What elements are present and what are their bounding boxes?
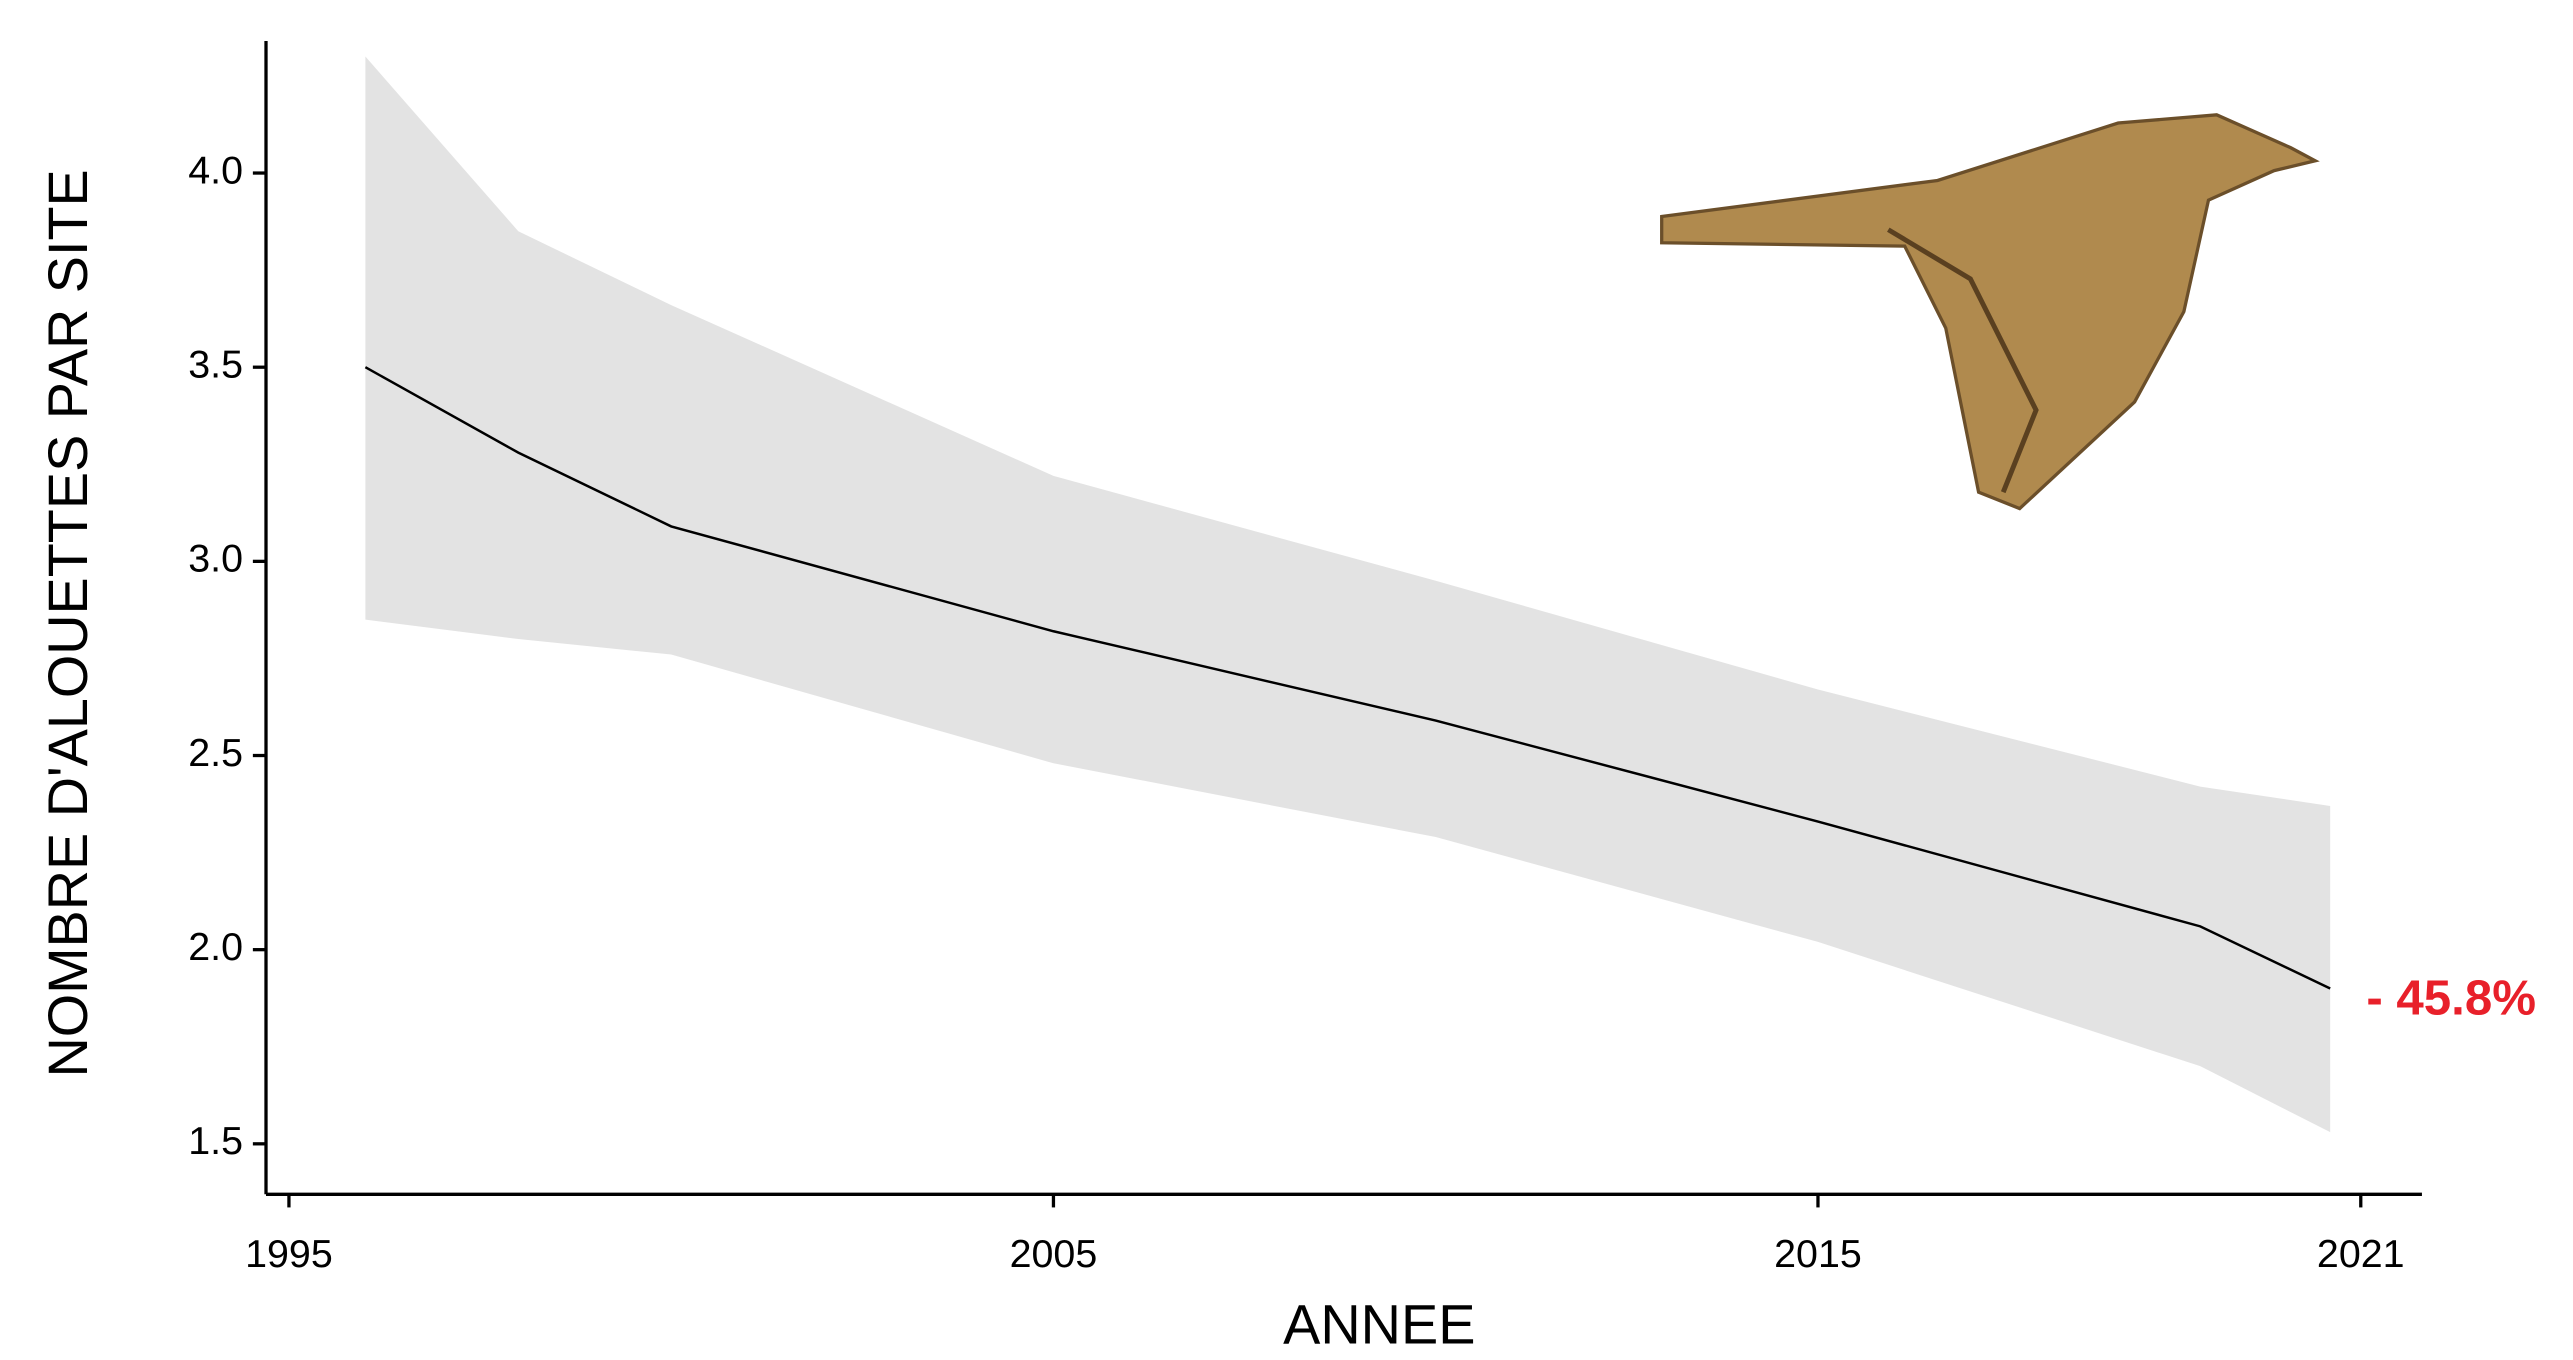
y-tick-label: 2.5 [188,731,243,775]
x-tick-label: 2021 [2317,1232,2405,1276]
x-axis-title: ANNEE [1283,1293,1475,1356]
change-annotation: - 45.8% [2366,971,2536,1026]
x-tick-label: 1995 [245,1232,333,1276]
trend-line [364,366,2331,990]
y-tick-label: 3.5 [188,343,243,387]
y-axis-title: NOMBRE D'ALOUETTES PAR SITE [36,169,99,1077]
x-tick-label: 2015 [1774,1232,1862,1276]
x-tick-label: 2005 [1010,1232,1098,1276]
y-tick-label: 3.0 [188,537,243,581]
y-tick-label: 4.0 [188,148,243,192]
bird-illustration [1660,113,2320,511]
y-tick-label: 1.5 [188,1119,243,1163]
y-tick-label: 2.0 [188,925,243,969]
confidence-band [365,56,2331,1133]
bird-wing-line [1887,227,2039,494]
